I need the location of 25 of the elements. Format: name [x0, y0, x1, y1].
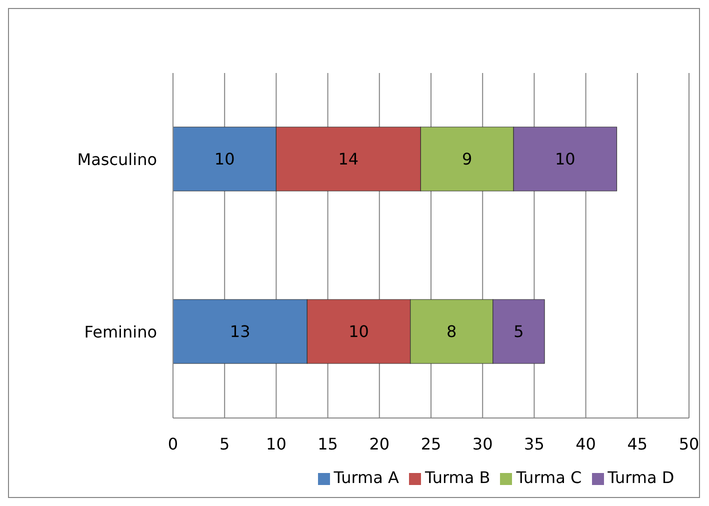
data-label: 9 [462, 150, 472, 169]
x-tick-label: 30 [472, 434, 493, 454]
data-label: 10 [348, 322, 369, 342]
data-label: 10 [554, 150, 576, 169]
legend-label: Turma A [334, 468, 399, 487]
x-tick-label: 25 [420, 434, 442, 454]
y-tick-label: Feminino [84, 322, 157, 342]
legend-label: Turma B [424, 468, 490, 487]
x-tick-label: 0 [168, 434, 178, 454]
x-tick-label: 40 [576, 434, 596, 454]
x-tick-label: 45 [627, 434, 648, 454]
legend-label: Turma D [608, 468, 674, 487]
x-tick-label: 10 [266, 434, 286, 454]
data-label: 8 [446, 322, 457, 342]
x-tick-label: 5 [220, 434, 230, 454]
x-tick-label: 50 [678, 434, 700, 454]
data-label: 13 [230, 322, 250, 342]
legend-label: Turma C [516, 468, 582, 487]
x-tick-label: 35 [524, 434, 544, 454]
data-label: 14 [338, 150, 359, 169]
data-label: 5 [514, 322, 524, 342]
x-tick-label: 20 [369, 434, 390, 454]
data-label: 10 [214, 150, 235, 169]
y-tick-label: Masculino [77, 150, 157, 169]
x-tick-label: 15 [318, 434, 338, 454]
